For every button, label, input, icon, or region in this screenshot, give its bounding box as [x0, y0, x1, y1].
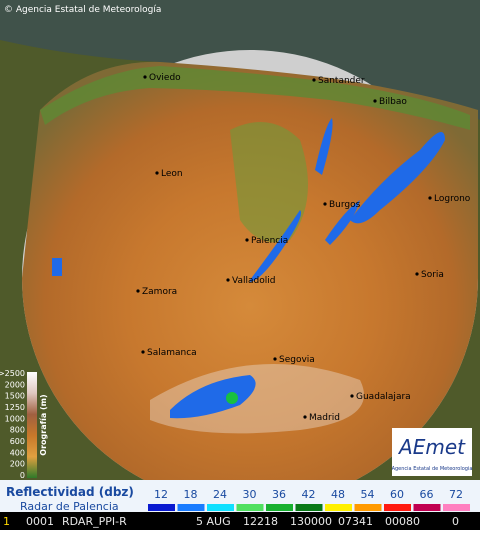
scale-swatch: [295, 504, 323, 511]
scale-label: 18: [184, 488, 198, 501]
city-label: Salamanca: [147, 348, 197, 358]
city-label: Bilbao: [379, 97, 407, 107]
orography-bar: [27, 372, 37, 478]
city-marker: [226, 278, 230, 282]
echo: [350, 132, 445, 224]
orography-label: 1500: [5, 392, 25, 401]
orography-label: 1000: [5, 414, 25, 423]
city-marker: [323, 202, 327, 206]
city-label: Palencia: [251, 236, 288, 246]
status-item: 1: [3, 515, 10, 528]
status-item: 0001: [26, 515, 54, 528]
coast-green: [40, 66, 470, 130]
city-marker: [350, 394, 354, 398]
status-item: 00080: [385, 515, 420, 528]
city-marker: [312, 78, 316, 82]
cities: Oviedo Santander Bilbao Leon Burgos Logrono Pa…: [136, 73, 471, 423]
city-marker: [245, 238, 249, 242]
city-marker: [143, 75, 147, 79]
status-item: 5 AUG: [196, 515, 231, 528]
status-bar: [0, 512, 480, 530]
scale-swatch: [236, 504, 264, 511]
scale-label: 36: [272, 488, 286, 501]
logo-subtitle: Agencia Estatal de Meteorologia: [392, 466, 473, 472]
scale-label: 42: [302, 488, 316, 501]
scale-swatch: [177, 504, 205, 511]
lowland: [230, 122, 308, 243]
echo: [315, 118, 333, 175]
scale-swatch: [413, 504, 441, 511]
city-label: Valladolid: [232, 276, 275, 286]
city-marker: [303, 415, 307, 419]
scale-swatch: [266, 504, 293, 511]
city-label: Soria: [421, 270, 444, 280]
scale-swatch: [325, 504, 352, 511]
terrain: [22, 61, 478, 507]
city-marker: [273, 357, 277, 361]
legend-title: Reflectividad (dbz): [6, 485, 134, 499]
echoes: [52, 118, 445, 419]
copyright: © Agencia Estatal de Meteorología: [4, 5, 161, 15]
reflectivity-scale: 12 18 24 30 36 42 48 54 60 66 72: [148, 488, 470, 511]
sierra: [150, 364, 364, 434]
city-marker: [428, 196, 432, 200]
scale-label: 24: [213, 488, 227, 501]
status-item: 130000: [290, 515, 332, 528]
city-label: Madrid: [309, 413, 340, 423]
scale-label: 30: [243, 488, 257, 501]
status-item: 12218: [243, 515, 278, 528]
orography-label: >2500: [0, 369, 25, 378]
city-label: Guadalajara: [356, 392, 411, 402]
city-marker: [373, 99, 377, 103]
scale-label: 72: [449, 488, 463, 501]
city-label: Leon: [161, 169, 183, 179]
orography-label: 800: [10, 426, 25, 435]
city-label: Santander: [318, 76, 365, 86]
scale-label: 66: [420, 488, 434, 501]
orography-label: 400: [10, 448, 25, 457]
city-label: Oviedo: [149, 73, 181, 83]
status-item: 0: [452, 515, 459, 528]
scale-label: 54: [361, 488, 375, 501]
scale-label: 48: [331, 488, 345, 501]
status-item: RDAR_PPI-R: [62, 515, 127, 528]
scale-label: 60: [390, 488, 404, 501]
city-marker: [136, 289, 140, 293]
orography-label: 2000: [5, 380, 25, 389]
scale-swatch: [443, 504, 470, 511]
orography-label: 1250: [5, 403, 25, 412]
status-item: 07341: [338, 515, 373, 528]
scale-swatch: [384, 504, 411, 511]
orography-label: 0: [20, 471, 25, 480]
orography-label: 600: [10, 437, 25, 446]
city-label: Burgos: [329, 200, 361, 210]
logo-name: AEmet: [397, 435, 466, 459]
echo: [325, 200, 360, 245]
scale-swatch: [207, 504, 234, 511]
orography-label: 200: [10, 460, 25, 469]
echo: [226, 392, 238, 404]
scale-label: 12: [154, 488, 168, 501]
scale-swatch: [354, 504, 382, 511]
echo: [52, 258, 62, 276]
echo: [170, 375, 256, 419]
city-marker: [141, 350, 145, 354]
city-label: Segovia: [279, 355, 315, 365]
status-items: 1 0001 RDAR_PPI-R 5 AUG 12218 130000 07341 0008…: [3, 515, 459, 528]
city-label: Zamora: [142, 287, 177, 297]
radar-name: Radar de Palencia: [20, 500, 119, 513]
echo: [250, 210, 301, 282]
city-label: Logrono: [434, 194, 471, 204]
city-marker: [415, 272, 419, 276]
city-marker: [155, 171, 159, 175]
orography-title: Orografía (m): [39, 394, 48, 455]
logo-box: [392, 428, 472, 476]
scale-swatch: [148, 504, 175, 511]
